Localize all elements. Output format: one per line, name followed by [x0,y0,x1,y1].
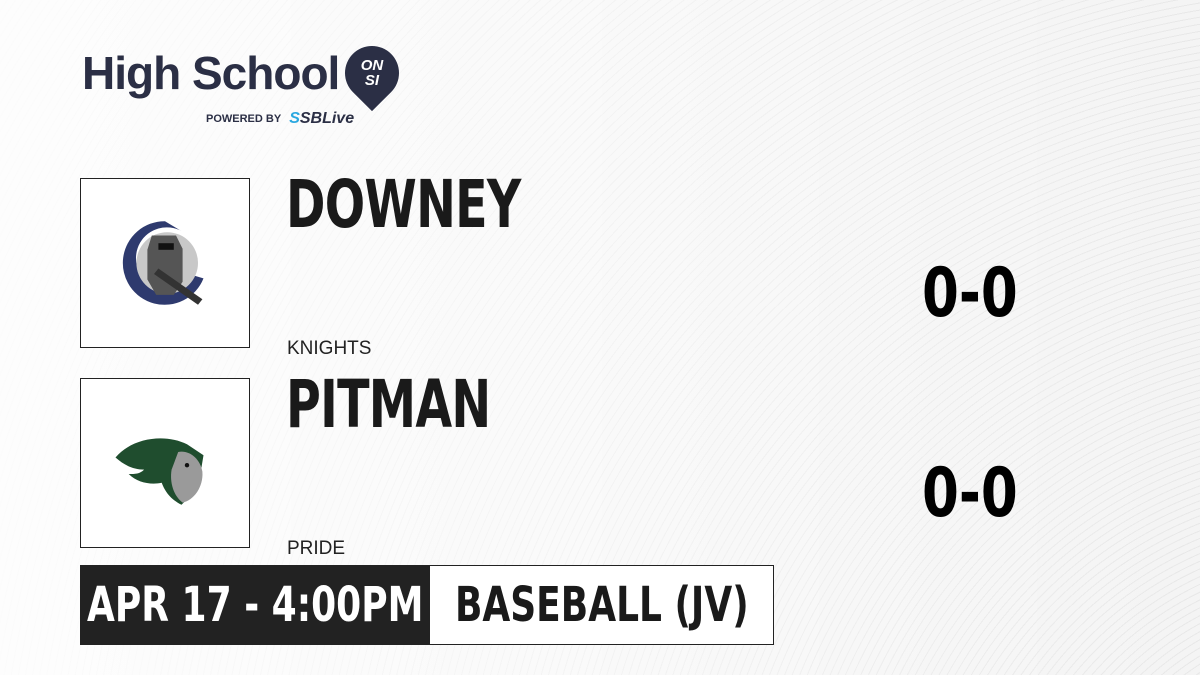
game-info-bar: APR 17 - 4:00PM BASEBALL (JV) [80,565,774,645]
team-score-downey: 0-0 [922,254,1018,333]
knight-logo-icon [122,221,204,305]
powered-by-label: POWERED BY [206,113,282,125]
sblive-logo: SSBLive [289,110,354,128]
sblive-text: SBLive [299,110,355,127]
high-school-on-si-logo: High School ON SI [82,34,411,112]
logo-text: High School [82,47,340,99]
team-score-pitman: 0-0 [922,454,1018,533]
lion-logo-icon [115,438,204,505]
sport-text: BASEBALL (JV) [454,577,749,633]
team-logo-pitman [80,378,250,548]
badge-bottom: SI [365,72,380,89]
team-mascot-pitman: PRIDE [287,538,346,559]
powered-by: POWERED BY SSBLive [206,110,354,128]
datetime-text: APR 17 - 4:00PM [87,577,424,633]
team-mascot-downey: KNIGHTS [287,338,372,359]
team-name-pitman: PITMAN [286,366,491,443]
team-name-downey: DOWNEY [286,166,521,243]
badge-top: ON [361,57,384,74]
game-sport: BASEBALL (JV) [430,566,773,644]
team-logo-downey [80,178,250,348]
game-datetime: APR 17 - 4:00PM [81,566,430,644]
sblive-s: S [289,110,300,127]
